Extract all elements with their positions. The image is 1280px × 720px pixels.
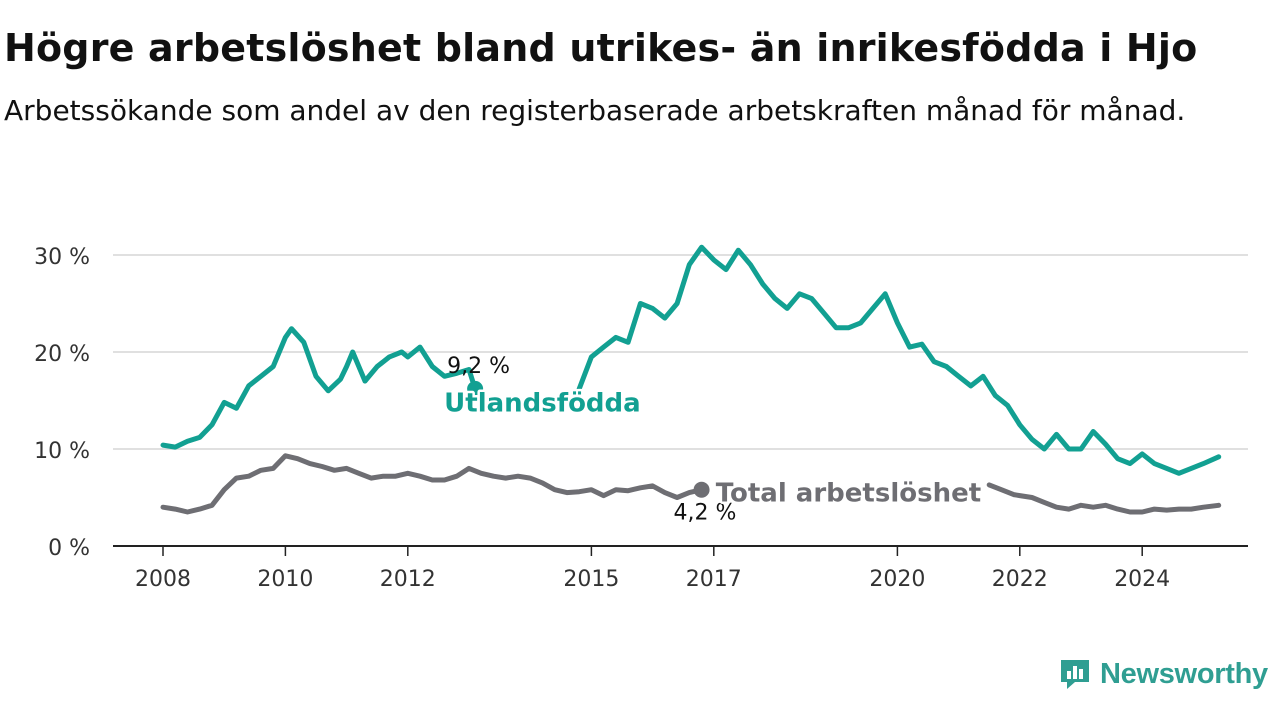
brand-logo: Newsworthy	[1058, 654, 1268, 694]
x-tick-label: 2020	[869, 567, 925, 592]
newsworthy-logo-icon	[1061, 660, 1089, 689]
x-axis: 2008 2010 2012 2015 2017 2020 2022 2024	[113, 545, 1248, 592]
x-tick-label: 2008	[135, 567, 191, 592]
x-tick-label: 2015	[563, 567, 619, 592]
x-tick-label: 2012	[380, 567, 436, 592]
series-labels: 4,2 % 9,2 % Utlandsfödda Total arbetslöshet	[442, 354, 984, 526]
series-line-utlandsfödda	[576, 244, 1222, 476]
end-value-label: 9,2 %	[447, 354, 510, 379]
gridlines	[113, 254, 1248, 450]
series-end-point	[693, 481, 710, 498]
series-end-point	[467, 380, 484, 397]
chart-title: Högre arbetslöshet bland utrikes- än inr…	[4, 26, 1198, 70]
x-tick-label: 2024	[1114, 567, 1170, 592]
series-lines	[160, 244, 1222, 515]
y-tick-label: 10 %	[34, 439, 90, 464]
y-tick-label: 0 %	[48, 536, 90, 561]
series-line-total-arbetslöshet	[986, 482, 1222, 515]
y-tick-label: 20 %	[34, 342, 90, 367]
x-tick-label: 2017	[686, 567, 742, 592]
series-label-utlandsfödda: Utlandsfödda	[444, 388, 641, 418]
brand-name: Newsworthy	[1100, 657, 1268, 690]
x-tick-label: 2010	[257, 567, 313, 592]
series-line-total-arbetslöshet	[160, 453, 705, 515]
series-label-total-arbetslöshet: Total arbetslöshet	[716, 479, 981, 509]
series-line-utlandsfödda	[160, 326, 478, 450]
x-tick-label: 2022	[992, 567, 1048, 592]
line-chart: 0 % 10 % 20 % 30 % 2008 2010 2012 2015 2017 2020…	[34, 244, 1248, 592]
y-axis: 0 % 10 % 20 % 30 %	[34, 245, 90, 561]
chart-subtitle: Arbetssökande som andel av den registerb…	[4, 94, 1186, 127]
end-value-label: 4,2 %	[674, 501, 737, 526]
y-tick-label: 30 %	[34, 245, 90, 270]
